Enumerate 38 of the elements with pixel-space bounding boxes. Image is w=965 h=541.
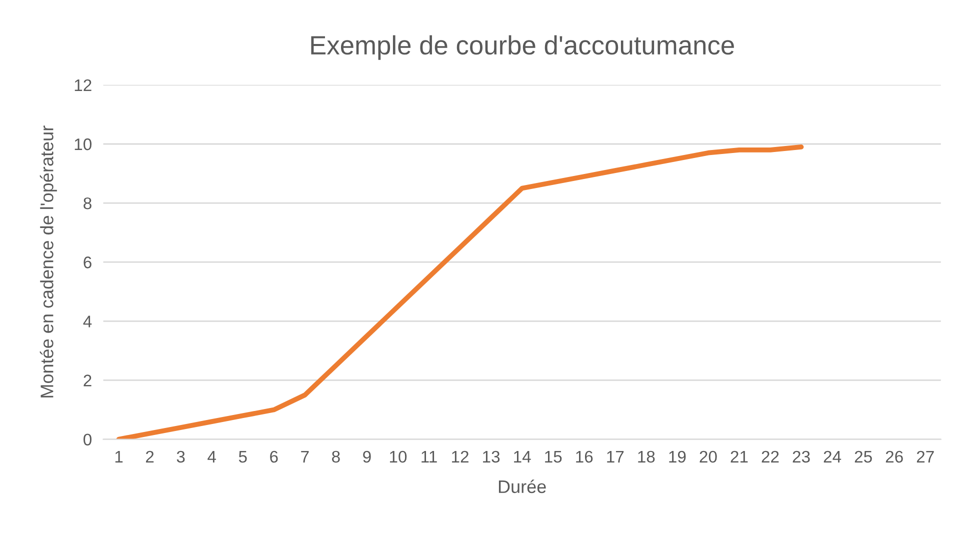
x-axis-title: Durée (498, 480, 546, 494)
x-tick-label: 12 (452, 450, 468, 462)
chart-title: Exemple de courbe d'accoutumance (311, 35, 734, 60)
y-tick-label: 12 (74, 79, 92, 91)
x-tick-label: 8 (332, 450, 340, 463)
x-tick-label: 15 (545, 451, 562, 463)
x-tick-label: 1 (115, 451, 123, 462)
x-tick-label: 7 (301, 451, 309, 462)
x-tick-label: 5 (238, 451, 247, 463)
x-tick-label: 20 (700, 450, 717, 463)
x-tick-label: 18 (638, 450, 655, 463)
x-tick-label: 19 (669, 450, 686, 463)
x-tick-label: 2 (146, 450, 154, 462)
x-tick-label: 10 (390, 450, 407, 463)
y-tick-label: 8 (84, 197, 92, 210)
x-tick-label: 11 (422, 451, 437, 462)
x-tick-label: 6 (270, 450, 278, 463)
y-tick-label: 2 (84, 374, 92, 386)
line-series (116, 144, 804, 440)
x-tick-label: 13 (483, 450, 500, 463)
y-tick-label: 10 (74, 138, 92, 150)
x-tick-label: 22 (762, 450, 779, 462)
x-tick-label: 21 (730, 450, 748, 462)
x-tick-label: 14 (514, 451, 531, 462)
y-tick-label: 4 (83, 316, 92, 328)
x-tick-label: 9 (363, 450, 371, 463)
y-tick-label: 6 (84, 256, 92, 268)
y-tick-label: 0 (84, 434, 92, 446)
x-tick-label: 27 (916, 450, 934, 462)
x-tick-label: 25 (854, 450, 872, 463)
y-axis-title: Montée en cadence de l'opérateur (40, 126, 57, 398)
x-tick-label: 3 (176, 450, 185, 463)
x-tick-label: 4 (208, 451, 216, 462)
x-tick-label: 16 (576, 450, 593, 463)
x-tick-label: 23 (792, 450, 810, 463)
x-tick-label: 24 (824, 450, 842, 462)
x-tick-label: 17 (607, 451, 624, 462)
x-tick-label: 26 (886, 450, 903, 463)
